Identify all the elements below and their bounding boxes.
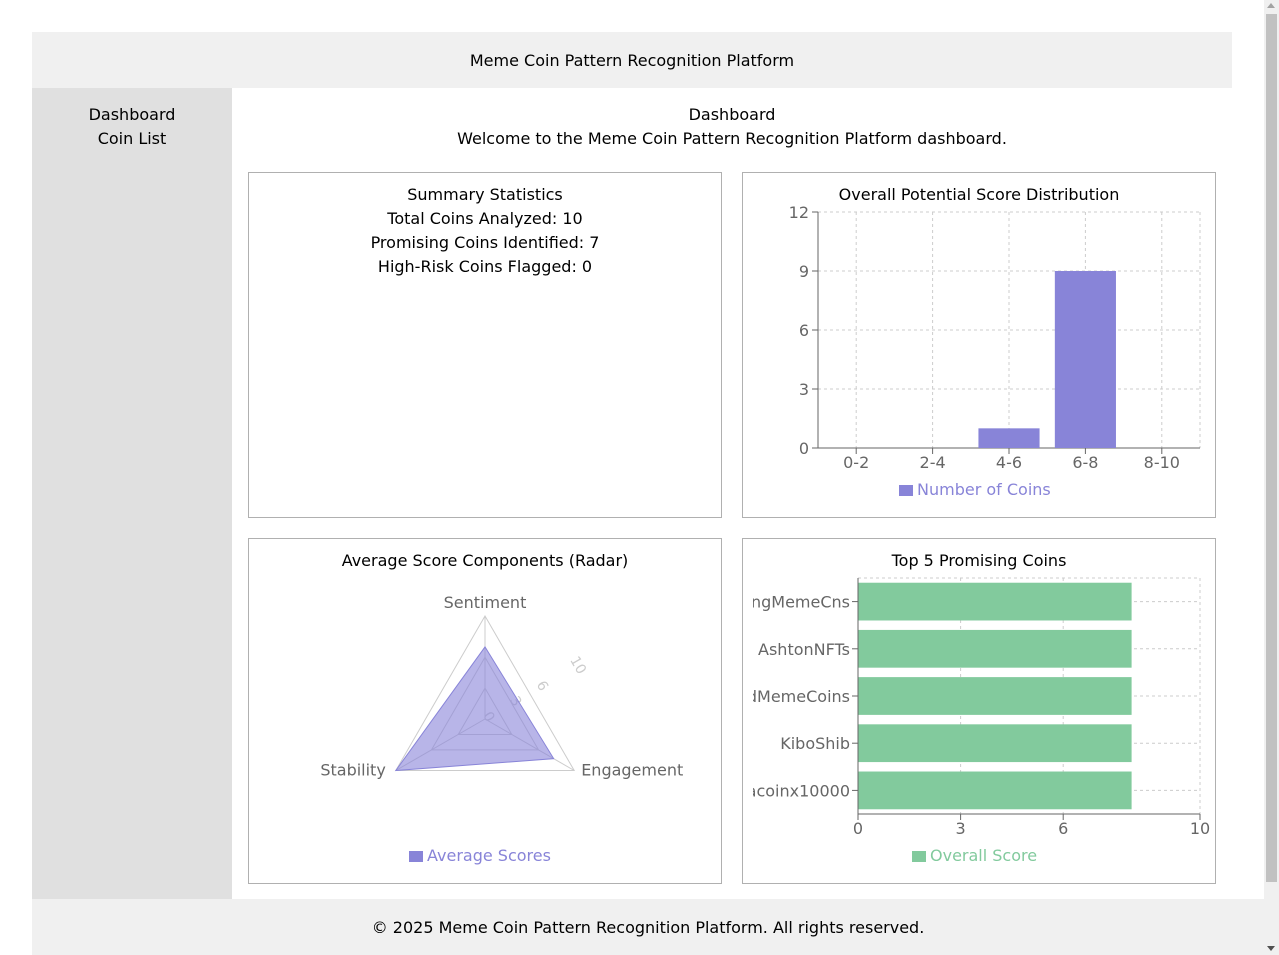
sidebar-item-coin-list[interactable]: Coin List bbox=[97, 129, 167, 148]
stat-total-coins: Total Coins Analyzed: 10 bbox=[387, 209, 583, 228]
scrollbar-thumb[interactable] bbox=[1266, 14, 1277, 882]
y-tick-label: acoinx10000 bbox=[747, 781, 850, 800]
radar-radius-label: 10 bbox=[566, 654, 589, 677]
y-tick-label: 3 bbox=[799, 380, 809, 399]
radar-grid-ring bbox=[394, 615, 576, 771]
legend-label: Overall Score bbox=[930, 846, 1037, 865]
sidebar: Dashboard Coin List bbox=[32, 88, 232, 899]
radar-axis-label-engagement: Engagement bbox=[581, 761, 683, 780]
stat-promising-coins: Promising Coins Identified: 7 bbox=[370, 233, 600, 252]
legend-label: Average Scores bbox=[427, 846, 551, 865]
y-tick-label: AshtonNFTs bbox=[758, 640, 850, 659]
bar bbox=[858, 629, 1132, 668]
vertical-scrollbar[interactable] bbox=[1264, 0, 1279, 955]
y-tick-label: 12 bbox=[789, 203, 809, 222]
x-tick-label: 10 bbox=[1190, 819, 1210, 838]
y-tick-label: 6 bbox=[799, 321, 809, 340]
sidebar-item-dashboard[interactable]: Dashboard bbox=[88, 105, 176, 124]
top-coins-chart: 0 3 6 10 ngMemeCns AshtonNFTs dMemeCoins KiboSh… bbox=[747, 577, 1210, 865]
page-title: Dashboard bbox=[688, 105, 776, 124]
top-coins-panel: Top 5 Promising Coins 0 3 6 10 ngMemeCns Asht… bbox=[742, 538, 1216, 884]
header-title: Meme Coin Pattern Recognition Platform bbox=[469, 50, 795, 70]
y-tick-label: ngMemeCns bbox=[751, 593, 850, 612]
summary-statistics-panel: Summary Statistics Total Coins Analyzed:… bbox=[248, 172, 722, 518]
bar bbox=[978, 428, 1040, 448]
x-tick-label: 3 bbox=[956, 819, 966, 838]
header: Meme Coin Pattern Recognition Platform bbox=[32, 32, 1232, 88]
welcome-text: Welcome to the Meme Coin Pattern Recogni… bbox=[457, 129, 1007, 148]
radar-axis-label-stability: Stability bbox=[320, 761, 385, 780]
x-tick-label: 4-6 bbox=[996, 453, 1022, 472]
bar bbox=[858, 677, 1132, 715]
x-tick-label: 0 bbox=[853, 819, 863, 838]
x-tick-label: 6-8 bbox=[1072, 453, 1098, 472]
y-tick-label: KiboShib bbox=[780, 734, 850, 753]
radar-axis-label-sentiment: Sentiment bbox=[444, 593, 527, 612]
radar-radius-label: 6 bbox=[533, 678, 551, 694]
scroll-down-arrow-icon[interactable] bbox=[1267, 946, 1275, 951]
legend-label: Number of Coins bbox=[917, 480, 1051, 499]
app: Meme Coin Pattern Recognition Platform D… bbox=[32, 32, 1264, 955]
score-distribution-panel: Overall Potential Score Distribution 0 3 6… bbox=[742, 172, 1216, 518]
bar bbox=[858, 724, 1132, 763]
bar bbox=[1054, 271, 1116, 448]
x-tick-label: 0-2 bbox=[843, 453, 869, 472]
footer-text: © 2025 Meme Coin Pattern Recognition Pla… bbox=[371, 917, 925, 937]
legend-swatch bbox=[912, 851, 926, 862]
distribution-chart-title: Overall Potential Score Distribution bbox=[838, 185, 1120, 204]
y-tick-label: 0 bbox=[799, 439, 809, 458]
x-tick-label: 8-10 bbox=[1144, 453, 1180, 472]
distribution-chart: 0 3 6 9 12 0-2 2-4 4-6 6-8 8-10 Number of Coins bbox=[789, 203, 1201, 499]
radar-chart-title: Average Score Components (Radar) bbox=[341, 551, 629, 570]
legend-swatch bbox=[409, 851, 423, 862]
summary-title: Summary Statistics bbox=[407, 185, 563, 204]
legend-swatch bbox=[899, 485, 913, 496]
summary-stats: Total Coins Analyzed: 10 Promising Coins… bbox=[249, 207, 721, 279]
top-coins-chart-title: Top 5 Promising Coins bbox=[891, 551, 1067, 570]
bar bbox=[858, 582, 1132, 621]
radar-panel: Average Score Components (Radar) 03610Se… bbox=[248, 538, 722, 884]
stat-high-risk-coins: High-Risk Coins Flagged: 0 bbox=[377, 257, 593, 276]
radar-chart: 03610SentimentEngagementStabilityAverage… bbox=[320, 593, 683, 865]
y-tick-label: 9 bbox=[799, 262, 809, 281]
bar bbox=[858, 771, 1132, 810]
x-tick-label: 6 bbox=[1058, 819, 1068, 838]
radar-area bbox=[394, 645, 555, 772]
footer: © 2025 Meme Coin Pattern Recognition Pla… bbox=[32, 899, 1264, 955]
y-tick-label: dMemeCoins bbox=[747, 687, 850, 706]
x-tick-label: 2-4 bbox=[920, 453, 946, 472]
scroll-up-arrow-icon[interactable] bbox=[1267, 3, 1275, 8]
main-content: Dashboard Welcome to the Meme Coin Patte… bbox=[232, 88, 1232, 899]
